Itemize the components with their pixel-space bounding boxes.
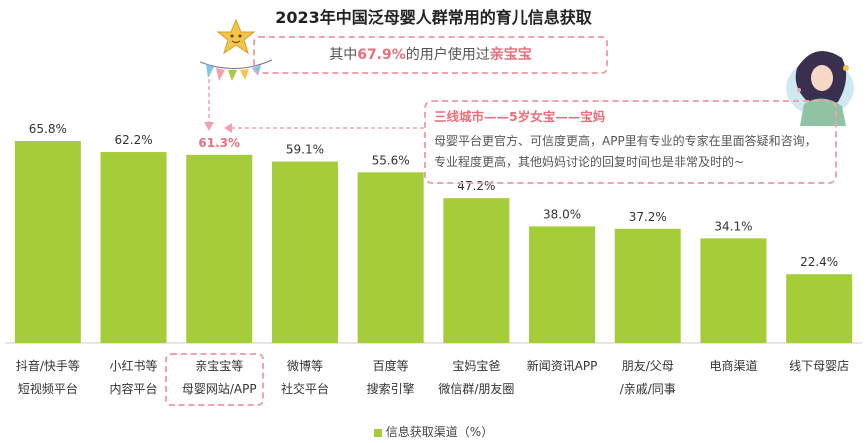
callout-middle: 的用户使用过: [405, 47, 490, 63]
decoration-group: [199, 18, 854, 133]
bar-6: [529, 226, 596, 343]
value-label-3: 59.1%: [286, 143, 324, 157]
category-label-2-1: 母婴网站/APP: [182, 382, 257, 396]
callout-prefix: 其中: [329, 47, 358, 63]
category-label-0-1: 短视频平台: [18, 381, 78, 396]
category-label-4-0: 百度等: [373, 358, 409, 373]
quote-arrowhead: [224, 123, 232, 133]
value-label-1: 62.2%: [114, 133, 152, 147]
star-mascot-icon: [216, 18, 256, 55]
pointer-arrowhead: [204, 122, 214, 131]
bar-9: [786, 274, 853, 343]
callout-percentage: 67.9%: [357, 47, 406, 63]
category-label-8-0: 电商渠道: [709, 358, 757, 373]
category-label-1-1: 内容平台: [110, 381, 158, 396]
category-label-6-0: 新闻资讯APP: [527, 358, 598, 373]
user-quote-callout: 三线城市——5岁女宝——宝妈 母婴平台更官方、可信度更高，APP里有专业的专家在…: [424, 100, 837, 184]
value-label-0: 65.8%: [29, 122, 67, 136]
bar-5: [443, 198, 510, 343]
bar-2: [186, 154, 253, 343]
bar-3: [271, 161, 338, 343]
legend-label: 信息获取渠道（%）: [385, 425, 494, 439]
chart-title: 2023年中国泛母婴人群常用的育儿信息获取: [275, 8, 592, 27]
category-label-4-1: 搜索引擎: [367, 381, 415, 396]
value-label-7: 37.2%: [629, 210, 667, 224]
category-label-7-1: /亲戚/同事: [620, 382, 676, 396]
value-label-8: 34.1%: [714, 219, 752, 233]
bar-7: [614, 228, 681, 343]
category-label-9-0: 线下母婴店: [789, 359, 849, 373]
legend-swatch: [373, 428, 382, 437]
quote-body: 母婴平台更官方、可信度更高，APP里有专业的专家在里面答疑和咨询，专业程度更高，…: [434, 134, 817, 169]
category-label-2-0: 亲宝宝等: [195, 359, 243, 373]
bar-4: [357, 172, 424, 343]
bar-1: [100, 152, 167, 343]
bars-group: 65.8%抖音/快手等短视频平台62.2%小红书等内容平台61.3%亲宝宝等母婴…: [5, 122, 862, 396]
category-label-5-0: 宝妈宝爸: [452, 359, 500, 373]
category-label-7-0: 朋友/父母: [622, 359, 674, 373]
category-label-3-0: 微博等: [287, 358, 323, 373]
value-label-4: 55.6%: [372, 153, 410, 167]
mother-illustration-icon: [786, 50, 854, 126]
category-label-3-1: 社交平台: [281, 381, 329, 396]
category-label-5-1: 微信群/朋友圈: [438, 382, 514, 396]
quote-heading: 三线城市——5岁女宝——宝妈: [434, 109, 606, 124]
value-label-9: 22.4%: [800, 255, 838, 269]
value-label-6: 38.0%: [543, 207, 581, 221]
callout-brand: 亲宝宝: [489, 47, 532, 63]
legend: 信息获取渠道（%）: [0, 423, 867, 440]
bar-8: [700, 238, 767, 343]
value-label-2: 61.3%: [198, 136, 240, 150]
bar-0: [14, 141, 81, 343]
category-label-0-0: 抖音/快手等: [16, 358, 80, 373]
category-label-1-0: 小红书等: [110, 358, 158, 373]
highlight-category-frame: [165, 353, 264, 406]
usage-callout: 其中67.9%的用户使用过亲宝宝: [253, 36, 608, 74]
